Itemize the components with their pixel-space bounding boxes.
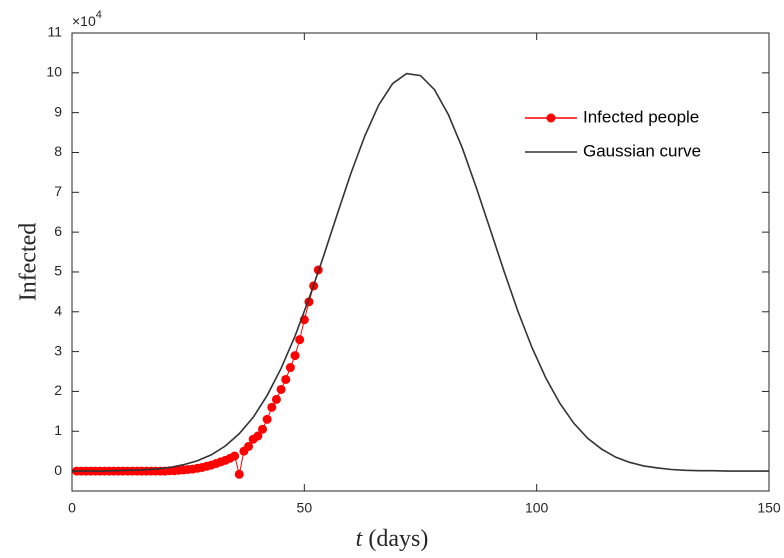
axes-box: [71, 32, 770, 492]
y-multiplier: ×104: [72, 9, 102, 29]
y-multiplier-base: ×10: [72, 13, 96, 29]
y-tick-label: 0: [54, 462, 62, 478]
y-tick-label: 6: [54, 223, 62, 239]
data-point: [281, 374, 291, 384]
data-point: [295, 335, 305, 345]
data-point: [276, 384, 286, 394]
y-tick-label: 5: [54, 263, 62, 279]
y-tick-label: 11: [47, 24, 62, 40]
x-tick-label: 50: [297, 500, 313, 516]
data-point: [267, 402, 277, 412]
y-axis-label: Infected: [16, 223, 42, 302]
data-point: [290, 351, 300, 361]
data-point: [262, 414, 272, 424]
data-point: [271, 394, 281, 404]
data-point: [230, 451, 240, 461]
x-label-unit: (days): [368, 526, 428, 552]
x-tick-label: 100: [525, 500, 549, 516]
y-tick-label: 1: [54, 422, 62, 438]
legend-marker: [546, 113, 556, 123]
y-multiplier-exponent: 4: [96, 9, 102, 21]
data-point: [234, 469, 244, 479]
data-point: [258, 424, 268, 434]
legend-label: Infected people: [583, 107, 699, 126]
y-tick-label: 4: [54, 302, 62, 318]
y-tick-label: 7: [54, 183, 62, 199]
series-line: [72, 72, 769, 472]
x-tick-label: 0: [68, 500, 76, 516]
y-tick-label: 2: [54, 382, 62, 398]
y-tick-label: 9: [54, 103, 62, 119]
legend-label: Gaussian curve: [583, 141, 701, 160]
data-point: [244, 441, 254, 451]
x-label-var: t: [356, 526, 364, 552]
x-tick-label: 150: [757, 500, 781, 516]
y-tick-label: 10: [46, 64, 62, 80]
y-tick-label: 3: [54, 342, 62, 358]
data-point: [285, 363, 295, 373]
x-axis-label: t (days): [356, 526, 429, 552]
y-tick-label: 8: [54, 143, 62, 159]
data-point: [253, 431, 263, 441]
